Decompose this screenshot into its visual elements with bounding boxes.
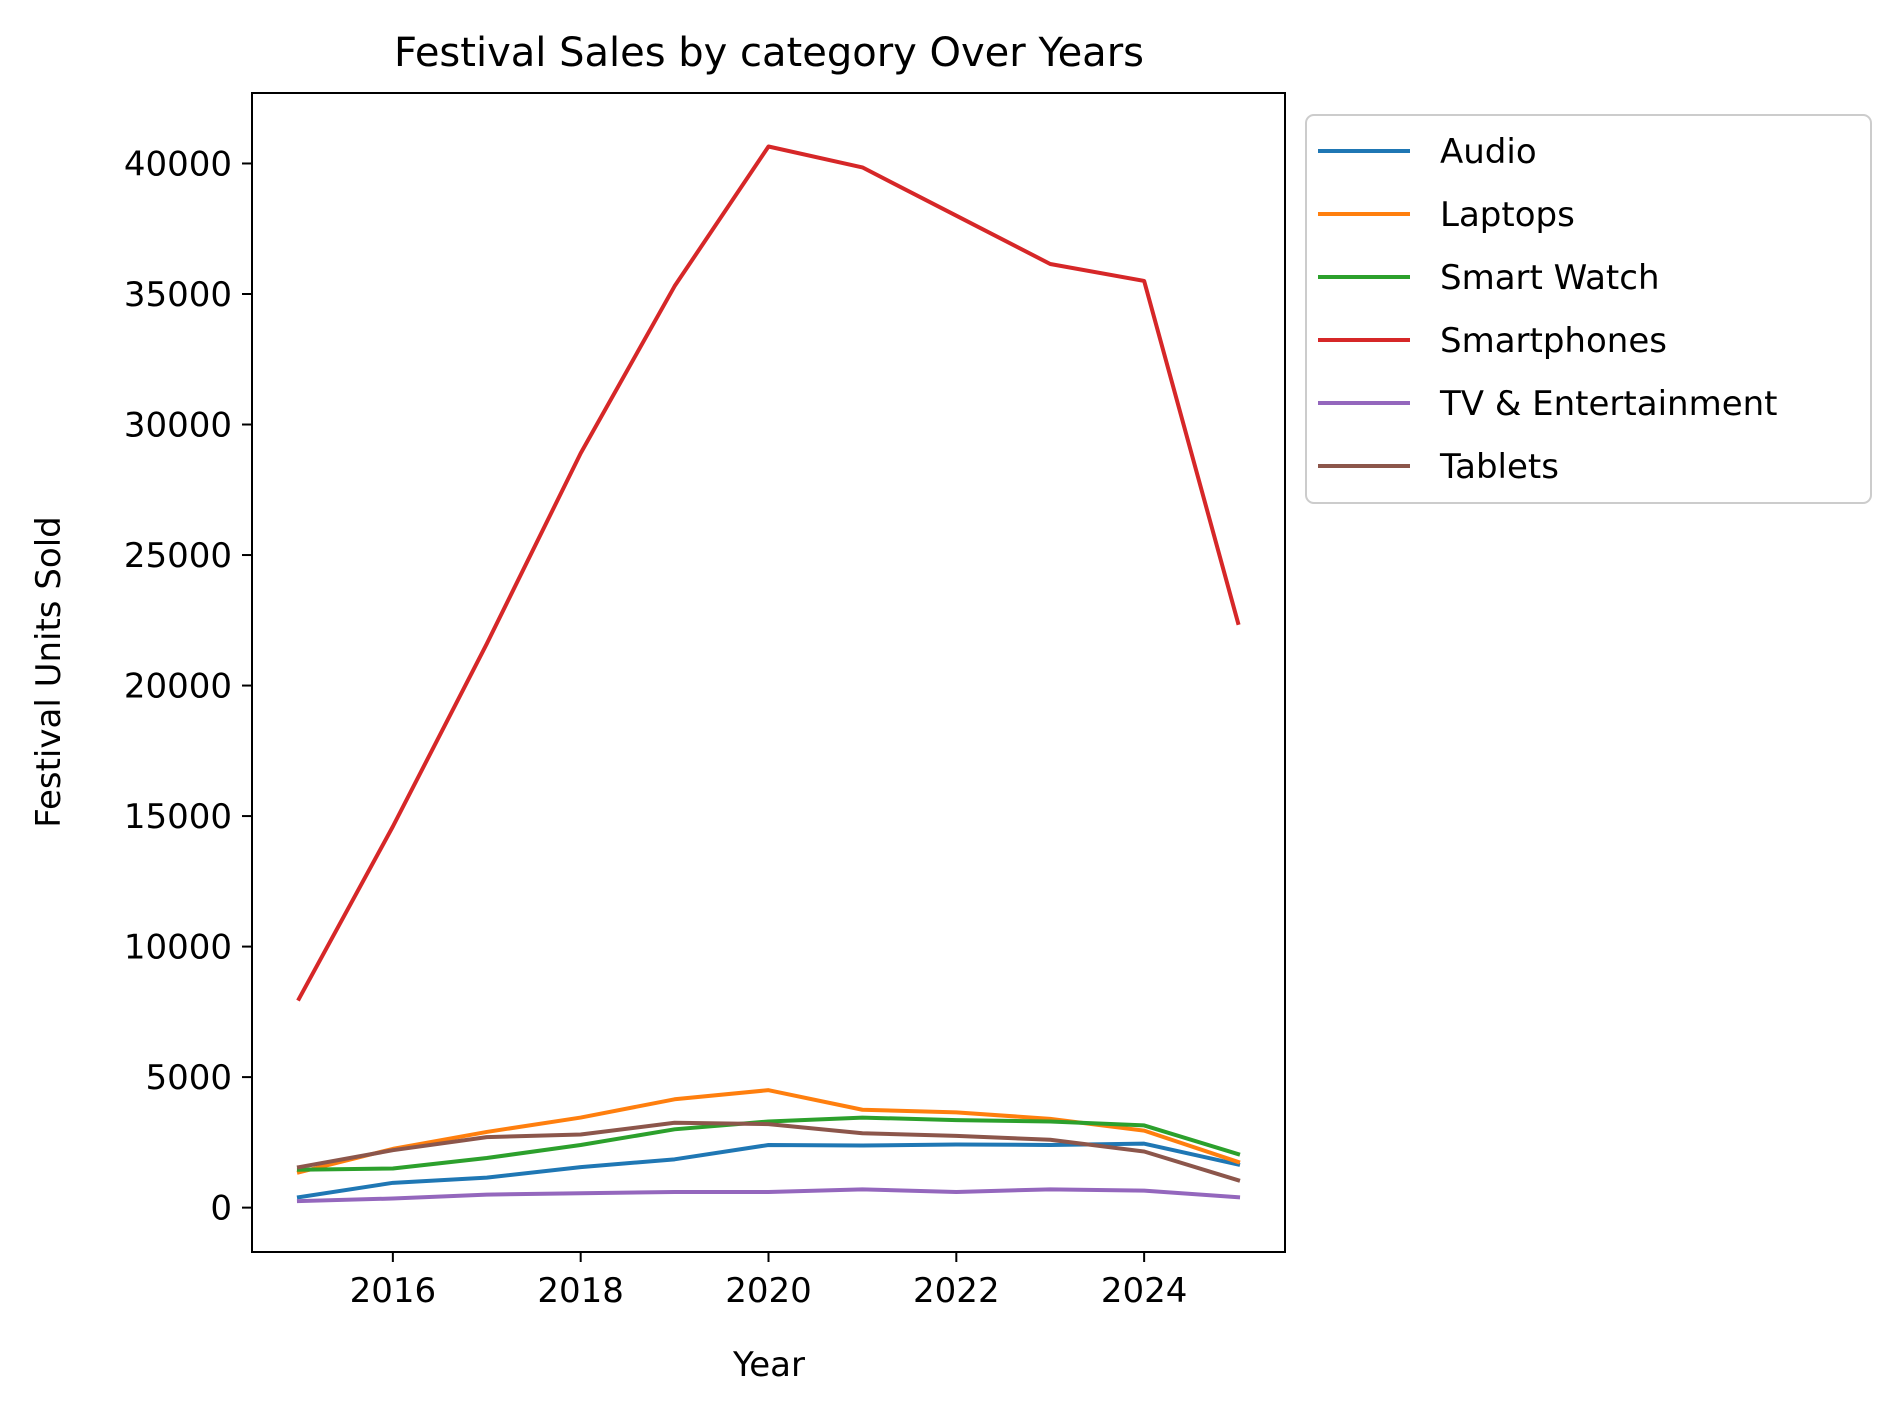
y-tick-label-8: 40000: [124, 144, 232, 184]
y-tick-label-0: 0: [210, 1189, 232, 1229]
y-axis-label: Festival Units Sold: [29, 516, 69, 827]
x-tick-label-0: 2016: [350, 1271, 437, 1311]
chart-title: Festival Sales by category Over Years: [394, 30, 1144, 76]
y-tick-label-4: 20000: [124, 667, 232, 707]
y-tick-label-7: 35000: [124, 275, 232, 315]
y-axis: 0 5000 10000 15000 20000 25000 30000 35000 40000: [124, 144, 252, 1229]
series-line-2: [296, 1115, 1241, 1172]
x-tick-label-2: 2020: [725, 1271, 812, 1311]
legend-box: [1305, 114, 1872, 504]
x-tick-label-1: 2018: [537, 1271, 624, 1311]
legend-label-0: Audio: [1440, 132, 1537, 172]
plot-frame: [251, 92, 1286, 1253]
y-tick-label-6: 30000: [124, 406, 232, 446]
x-axis-label: Year: [732, 1345, 805, 1385]
y-tick-label-2: 10000: [124, 928, 232, 968]
legend-label-1: Laptops: [1440, 195, 1575, 235]
legend-items: Audio Laptops Smart Watch Smartphones TV & E…: [1318, 132, 1778, 487]
legend: Audio Laptops Smart Watch Smartphones TV & E…: [1305, 114, 1872, 504]
series-line-4: [296, 1187, 1241, 1204]
x-tick-label-3: 2022: [913, 1271, 1000, 1311]
legend-label-3: Smartphones: [1440, 321, 1667, 361]
legend-label-5: Tablets: [1439, 447, 1559, 487]
series-line-5: [296, 1120, 1241, 1183]
legend-label-4: TV & Entertainment: [1439, 384, 1778, 424]
series-layer: [296, 144, 1241, 1204]
series-line-3: [296, 144, 1241, 1002]
x-axis: 2016 2018 2020 2022 2024: [350, 1252, 1188, 1311]
y-tick-label-5: 25000: [124, 536, 232, 576]
y-tick-label-1: 5000: [145, 1058, 232, 1098]
x-tick-label-4: 2024: [1101, 1271, 1188, 1311]
legend-label-2: Smart Watch: [1440, 258, 1660, 298]
y-tick-label-3: 15000: [124, 797, 232, 837]
series-line-1: [296, 1088, 1241, 1175]
